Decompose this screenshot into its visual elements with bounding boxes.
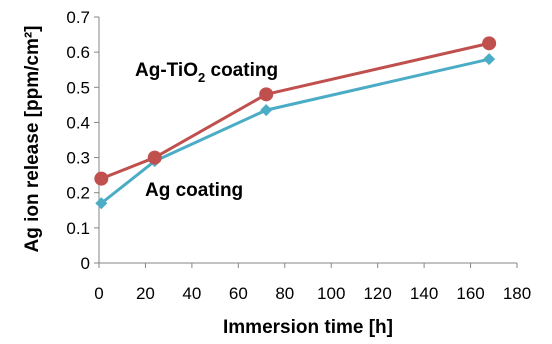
x-tick-label: 40 [182,284,201,303]
y-tick-label: 0.7 [66,8,90,27]
data-point-ag-coating [260,104,273,117]
y-tick-label: 0.3 [66,149,90,168]
y-tick-label: 0.5 [66,78,90,97]
series-line-ag-tio2-coating [100,41,490,181]
series-line-ag-coating [100,57,490,205]
y-tick-label: 0 [81,254,90,273]
data-point-ag-tio2-coating [482,36,497,51]
data-point-ag-tio2-coating [259,87,274,102]
y-tick-label: 0.4 [66,113,90,132]
annotation-ag-tio2-sub: 2 [198,70,205,85]
data-point-ag-tio2-coating [147,150,162,165]
data-point-ag-coating [95,197,108,210]
annotation-ag-tio2: Ag-TiO2 coating [135,60,278,85]
x-axis-label: Immersion time [h] [223,317,393,338]
x-tick-label: 120 [363,284,391,303]
y-axis-label: Ag ion release [ppm/cm²] [22,26,43,253]
annotation-ag: Ag coating [145,180,243,201]
annotation-ag-tio2-tail: coating [205,60,278,81]
axes: 0 0.1 0.2 0.3 0.4 0.5 0.6 0.7 0 20 40 60 80 100 120 140… [66,8,531,303]
x-tick-label: 80 [275,284,294,303]
data-point-ag-coating [483,53,496,66]
y-tick-label: 0.2 [66,184,90,203]
x-tick-label: 100 [317,284,345,303]
series-layer [94,36,497,210]
x-tick-label: 20 [136,284,155,303]
annotation-ag-tio2-main: Ag-TiO [135,60,198,81]
data-point-ag-tio2-coating [94,171,109,186]
x-tick-label: 0 [94,284,103,303]
y-tick-label: 0.1 [66,219,90,238]
x-tick-label: 60 [229,284,248,303]
x-tick-label: 180 [503,284,531,303]
y-tick-label: 0.6 [66,43,90,62]
x-tick-label: 160 [456,284,484,303]
x-tick-label: 140 [410,284,438,303]
series-ag-tio2-coating [94,36,497,186]
